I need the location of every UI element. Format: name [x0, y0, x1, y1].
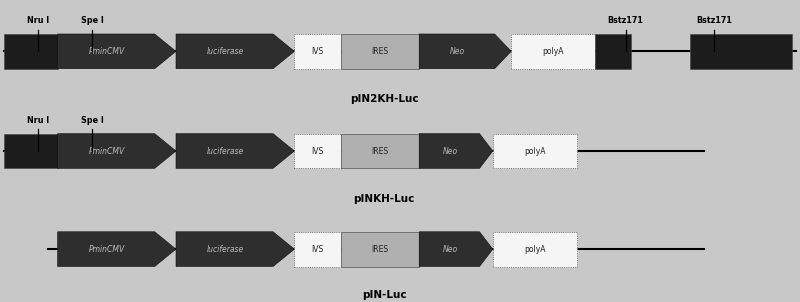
Text: Neo: Neo	[442, 245, 458, 254]
Text: luciferase: luciferase	[207, 146, 244, 156]
Text: PminCMV: PminCMV	[90, 47, 126, 56]
Text: Nru I: Nru I	[27, 16, 50, 25]
Polygon shape	[176, 133, 294, 169]
Text: IRES: IRES	[371, 47, 389, 56]
Bar	[341, 134, 419, 169]
Polygon shape	[58, 34, 176, 69]
Polygon shape	[419, 232, 493, 267]
Text: IVS: IVS	[311, 47, 324, 56]
Text: pIN-Luc: pIN-Luc	[362, 291, 406, 300]
Text: Spe I: Spe I	[81, 116, 103, 125]
Text: pINKH-Luc: pINKH-Luc	[354, 194, 414, 204]
Text: IVS: IVS	[311, 245, 324, 254]
Text: Nru I: Nru I	[27, 116, 50, 125]
Text: luciferase: luciferase	[207, 245, 244, 254]
Text: Bstz171: Bstz171	[608, 16, 643, 25]
Text: polyA: polyA	[524, 146, 546, 156]
Text: Bstz171: Bstz171	[697, 16, 732, 25]
Bar	[4, 134, 58, 169]
Bar	[690, 34, 792, 69]
Bar	[4, 34, 58, 69]
Text: IVS: IVS	[311, 146, 324, 156]
Text: IRES: IRES	[371, 146, 389, 156]
Text: IRES: IRES	[371, 245, 389, 254]
Text: PminCMV: PminCMV	[90, 146, 126, 156]
Bar	[595, 34, 631, 69]
Bar	[294, 232, 341, 267]
Text: Neo: Neo	[450, 47, 466, 56]
Bar	[511, 34, 595, 69]
Bar	[341, 232, 419, 267]
Text: pIN2KH-Luc: pIN2KH-Luc	[350, 94, 418, 104]
Bar	[294, 134, 341, 169]
Polygon shape	[419, 133, 493, 169]
Text: Spe I: Spe I	[81, 16, 103, 25]
Polygon shape	[58, 133, 176, 169]
Text: polyA: polyA	[542, 47, 564, 56]
Text: luciferase: luciferase	[207, 47, 244, 56]
Polygon shape	[58, 232, 176, 267]
Polygon shape	[419, 34, 511, 69]
Polygon shape	[176, 232, 294, 267]
Bar	[493, 232, 577, 267]
Text: Neo: Neo	[442, 146, 458, 156]
Bar	[493, 134, 577, 169]
Text: polyA: polyA	[524, 245, 546, 254]
Bar	[294, 34, 341, 69]
Bar	[341, 34, 419, 69]
Polygon shape	[176, 34, 294, 69]
Text: PminCMV: PminCMV	[90, 245, 126, 254]
